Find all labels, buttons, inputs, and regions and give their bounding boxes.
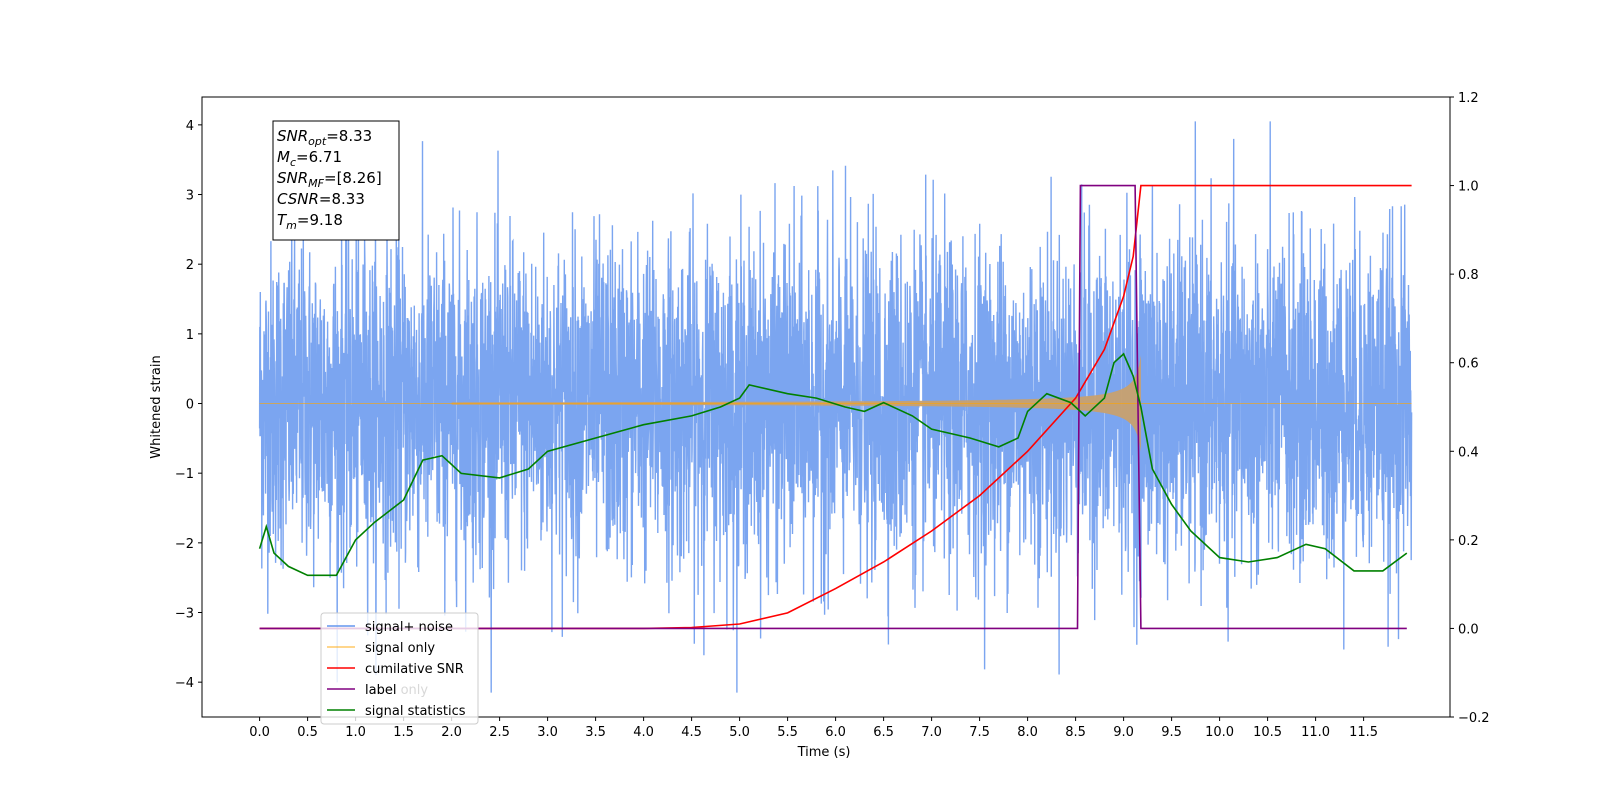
y2-tick-label: 0.0 — [1458, 622, 1479, 637]
y-tick-label: −4 — [175, 676, 194, 691]
legend-label: signal only — [365, 641, 435, 656]
y2-tick-label: 1.0 — [1458, 180, 1479, 195]
y-tick-label: −1 — [175, 467, 194, 482]
x-tick-label: 5.0 — [729, 725, 750, 740]
x-tick-label: 2.5 — [489, 725, 510, 740]
info-line: Tm=9.18 — [277, 211, 343, 232]
y-axis-label: Whitened strain — [149, 355, 164, 458]
x-tick-label: 5.5 — [777, 725, 798, 740]
y-tick-label: 0 — [186, 398, 194, 413]
x-tick-label: 4.0 — [633, 725, 654, 740]
cumilative-snr-line — [259, 184, 1412, 630]
legend-label: label only — [365, 683, 428, 698]
y2-tick-label: 0.6 — [1458, 357, 1479, 372]
plot-frame — [201, 96, 1451, 718]
x-tick-label: 0.0 — [249, 725, 270, 740]
legend-label: signal+ noise — [365, 620, 453, 635]
legend-label: cumilative SNR — [365, 662, 464, 677]
x-tick-label: 7.0 — [921, 725, 942, 740]
legend-frame — [320, 612, 479, 725]
x-tick-label: 3.5 — [585, 725, 606, 740]
x-tick-label: 3.0 — [537, 725, 558, 740]
x-tick-label: 11.5 — [1349, 725, 1378, 740]
x-tick-label: 2.0 — [441, 725, 462, 740]
x-tick-label: 7.5 — [969, 725, 990, 740]
signal-statistics-line — [258, 352, 1408, 577]
y-tick-label: −3 — [175, 607, 194, 622]
y2-tick-label: 0.8 — [1458, 268, 1479, 283]
y2-tick-label: 0.4 — [1458, 445, 1479, 460]
x-tick-label: 9.0 — [1113, 725, 1134, 740]
x-axis-ticks: 0.0 0.5 1.0 1.5 2.0 2.5 3.0 3.5 4.0 4.5 5.0 5.5 6.0 6… — [249, 717, 1378, 740]
x-tick-label: 9.5 — [1161, 725, 1182, 740]
legend-label: signal statistics — [365, 704, 466, 719]
y2-tick-label: −0.2 — [1458, 711, 1490, 726]
y-tick-label: 3 — [186, 189, 194, 204]
legend-label: label — [365, 683, 396, 698]
x-axis-label: Time (s) — [797, 745, 851, 760]
right-axis-series — [258, 184, 1412, 630]
x-tick-label: 8.0 — [1017, 725, 1038, 740]
x-tick-label: 6.5 — [873, 725, 894, 740]
x-tick-label: 6.0 — [825, 725, 846, 740]
y-tick-label: 2 — [186, 258, 194, 273]
info-line: SNRopt=8.33 — [277, 127, 372, 148]
x-tick-label: 10.5 — [1253, 725, 1282, 740]
x-tick-label: 8.5 — [1065, 725, 1086, 740]
y-tick-label: −2 — [175, 537, 194, 552]
y-tick-label: 1 — [186, 328, 194, 343]
x-tick-label: 0.5 — [297, 725, 318, 740]
signal-plus-noise-line — [258, 121, 1413, 693]
x-tick-label: 4.5 — [681, 725, 702, 740]
info-line: CSNR=8.33 — [277, 190, 365, 208]
info-line: Mc=6.71 — [277, 148, 342, 169]
y2-axis-ticks: 1.2 1.0 0.8 0.6 0.4 0.2 0.0 −0.2 — [1450, 91, 1490, 726]
x-tick-label: 11.0 — [1301, 725, 1330, 740]
y2-tick-label: 0.2 — [1458, 534, 1479, 549]
info-box-frame — [272, 120, 400, 241]
label-line — [259, 184, 1407, 630]
x-tick-label: 1.0 — [345, 725, 366, 740]
x-tick-label: 10.0 — [1205, 725, 1234, 740]
y2-tick-label: 1.2 — [1458, 91, 1479, 106]
x-tick-label: 1.5 — [393, 725, 414, 740]
signal-plus-noise-series — [258, 121, 1413, 693]
y-axis-ticks: 4 3 2 1 0 −1 −2 −3 −4 — [175, 119, 202, 691]
info-line: SNRMF=[8.26] — [277, 169, 382, 190]
legend: label only signal+ noise signal only cumila… — [320, 612, 479, 725]
y-tick-label: 4 — [186, 119, 194, 134]
